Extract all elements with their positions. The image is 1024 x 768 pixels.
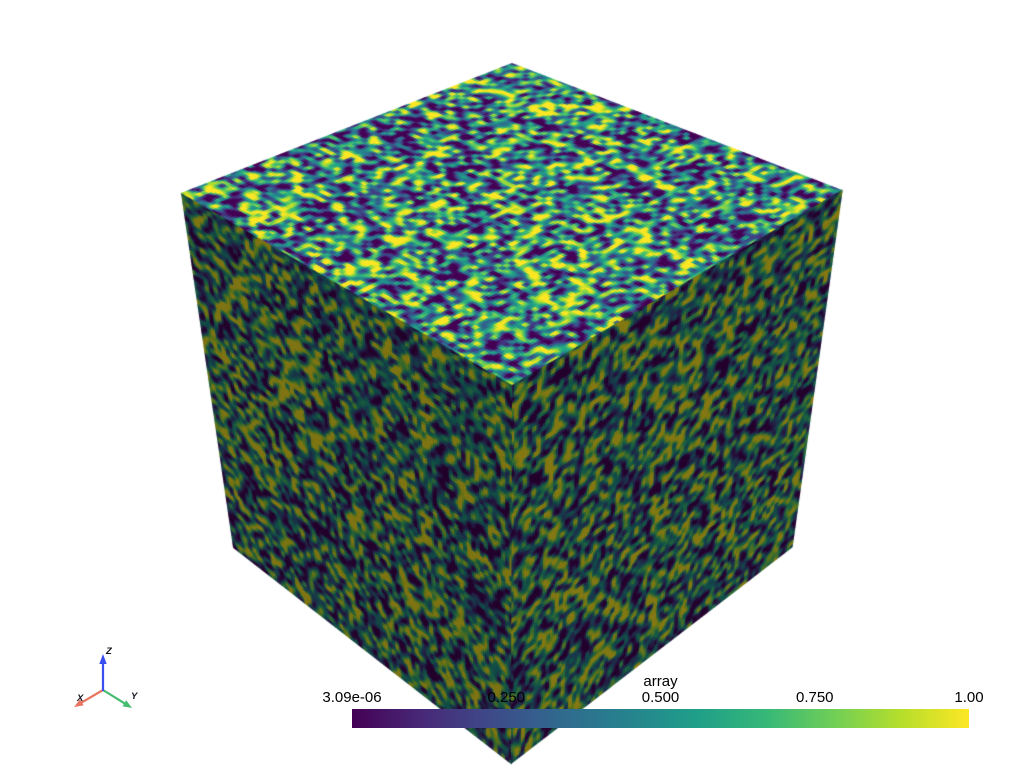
scalar-bar-title: array: [643, 673, 678, 690]
scalar-bar-tick: 3.09e-06: [322, 689, 382, 706]
scalar-bar-tick: 0.250: [487, 689, 526, 706]
scalar-bar-tick-labels: 3.09e-06 0.250 0.500 0.750 1.00: [322, 688, 983, 708]
scalar-bar: array 3.09e-06 0.250 0.500 0.750 1.00: [322, 673, 984, 730]
x-axis-arrow: [80, 688, 105, 704]
x-axis-label: X: [76, 693, 84, 704]
orientation-axes-widget: X Y Z: [74, 646, 139, 708]
scalar-bar-tick: 0.750: [795, 689, 834, 706]
z-axis-label: Z: [105, 646, 113, 657]
x-axis-arrowhead-icon: [74, 699, 84, 707]
y-axis-arrow: [101, 688, 126, 705]
y-axis-label: Y: [131, 691, 139, 702]
scalar-bar-tick: 0.500: [641, 689, 680, 706]
z-axis-arrowhead-icon: [99, 654, 107, 664]
scalar-bar-tick: 1.00: [954, 689, 984, 706]
y-axis-arrowhead-icon: [122, 700, 132, 708]
scalar-bar-gradient: [352, 709, 969, 728]
